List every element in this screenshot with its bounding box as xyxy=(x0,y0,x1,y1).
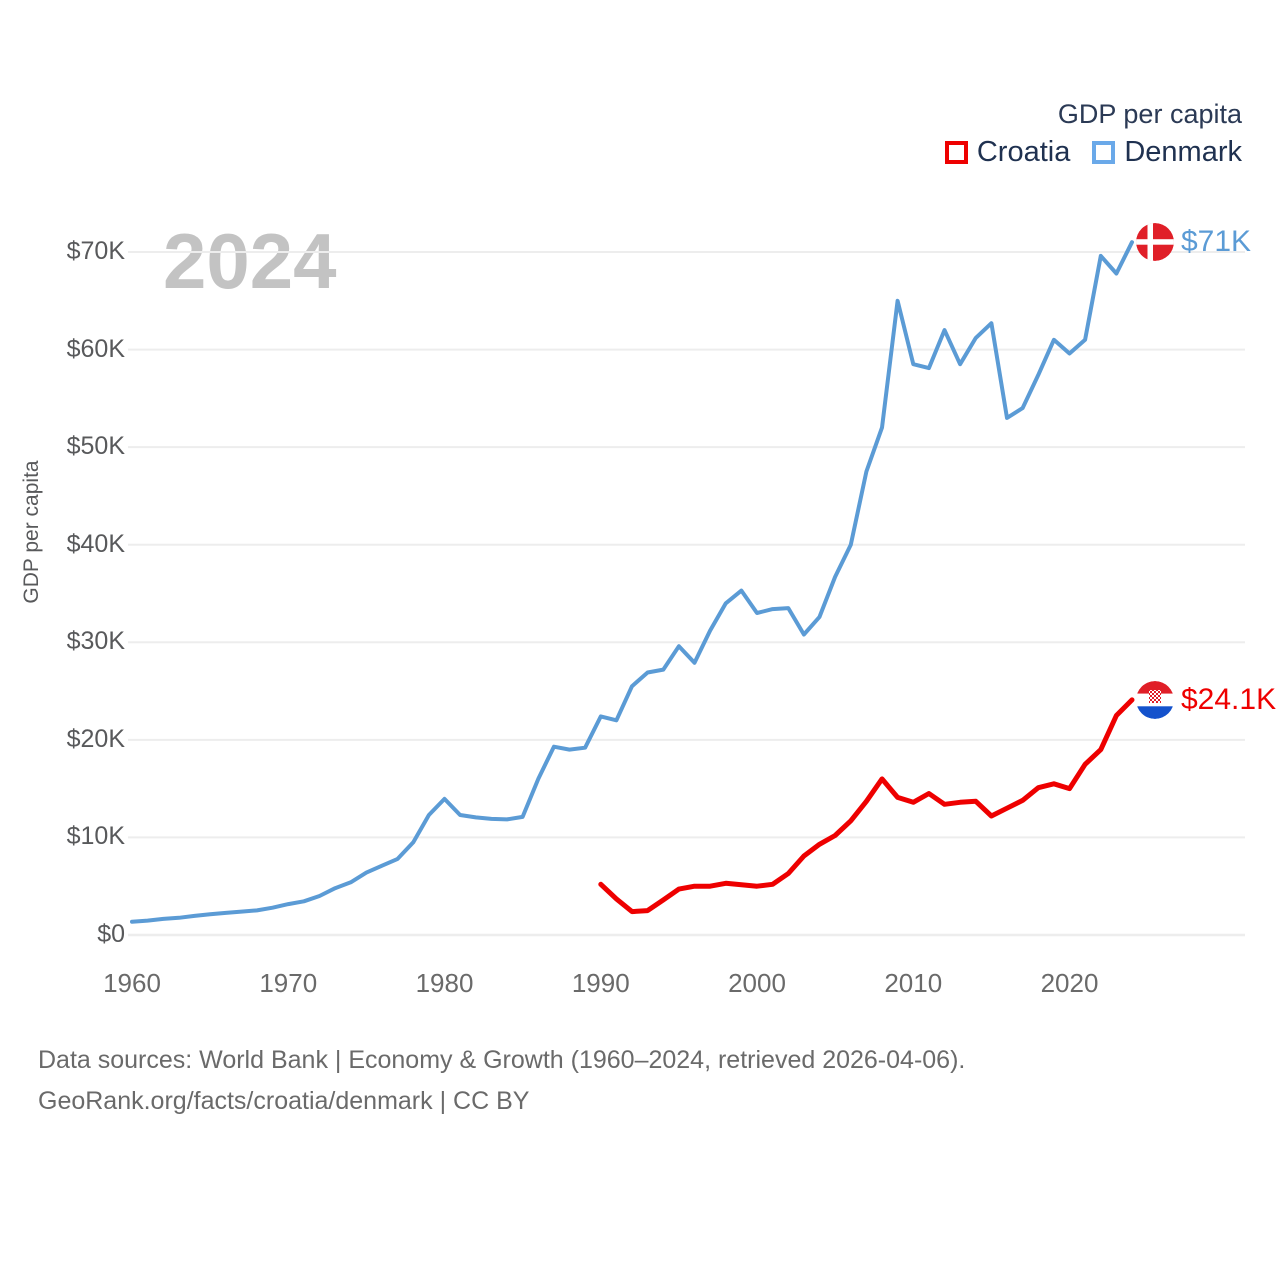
y-tick-label: $20K xyxy=(66,724,125,753)
x-tick-label: 2010 xyxy=(884,968,943,998)
end-label-croatia: $24.1K xyxy=(1136,680,1277,719)
x-tick-label: 1960 xyxy=(103,968,161,998)
y-tick-label: $60K xyxy=(66,334,125,363)
y-tick-label: $50K xyxy=(66,432,125,461)
legend-label-denmark: Denmark xyxy=(1124,135,1242,168)
y-tick-label: $40K xyxy=(66,529,125,558)
legend-item-denmark[interactable]: Denmark xyxy=(1092,135,1242,168)
x-tick-label: 1980 xyxy=(415,968,474,998)
denmark-flag-icon xyxy=(1136,223,1174,262)
footer-line-1: Data sources: World Bank | Economy & Gro… xyxy=(38,1046,966,1074)
x-tick-label: 1990 xyxy=(571,968,630,998)
legend-item-croatia[interactable]: Croatia xyxy=(944,135,1071,168)
legend-label-croatia: Croatia xyxy=(976,135,1071,168)
chart-footer: Data sources: World Bank | Economy & Gro… xyxy=(38,1040,965,1121)
legend-swatch-croatia xyxy=(944,140,968,164)
series-line-croatia xyxy=(598,697,1135,915)
series-line-denmark xyxy=(130,240,1134,924)
footer-line-2: GeoRank.org/facts/croatia/denmark | CC B… xyxy=(38,1086,530,1115)
x-tick-label: 2020 xyxy=(1040,968,1099,998)
end-label-denmark: $71K xyxy=(1136,223,1252,262)
y-tick-label: $70K xyxy=(66,237,125,265)
series-layer xyxy=(130,240,1135,924)
legend-swatch-denmark xyxy=(1092,140,1116,164)
croatia-flag-icon xyxy=(1136,680,1174,719)
legend-items: Croatia Denmark xyxy=(944,135,1242,168)
y-tick-label: $10K xyxy=(66,822,125,851)
gridlines xyxy=(128,251,1245,937)
chart-legend: GDP per capita Croatia Denmark xyxy=(944,98,1242,168)
x-tick-label: 2000 xyxy=(728,968,786,998)
y-tick-label: $0 xyxy=(97,920,125,948)
end-value-denmark: $71K xyxy=(1181,225,1252,259)
x-tick-label: 1970 xyxy=(259,968,318,998)
y-tick-label: $30K xyxy=(66,627,125,656)
watermark-year: 2024 xyxy=(163,217,337,305)
end-value-croatia: $24.1K xyxy=(1181,682,1277,716)
legend-title: GDP per capita xyxy=(1057,99,1242,129)
